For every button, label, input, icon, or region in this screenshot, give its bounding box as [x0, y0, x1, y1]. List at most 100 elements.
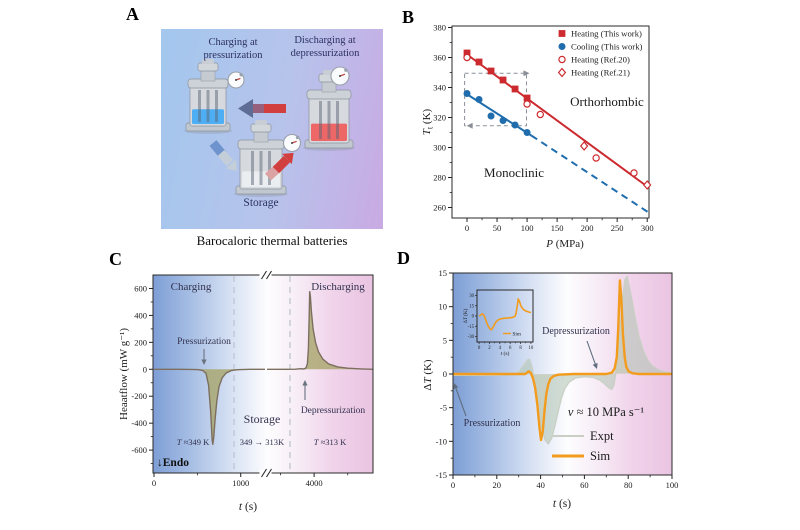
d-inset-ytick-label: 15 [469, 304, 474, 309]
c-axis-break-gap [259, 470, 272, 476]
d-annotation: Pressurization [464, 418, 521, 429]
chart-text-part: Heating (Ref.20) [571, 55, 630, 65]
cylinder-cap [197, 62, 219, 72]
c-annotation: T ≈313 K [314, 437, 347, 447]
chart-text-part: Pressurization [464, 418, 521, 429]
b-xtick-label: 300 [641, 223, 654, 233]
chart-text-part: (K) [421, 108, 433, 126]
chart-text-part: Depressurization [542, 326, 610, 337]
b-xtick-label: 250 [611, 223, 624, 233]
c-ytick-label: -200 [131, 391, 147, 401]
b-ytick-label: 360 [433, 53, 446, 63]
chart-text-part: t [553, 498, 557, 510]
chart-text-part: Sim [590, 449, 610, 463]
c-annotation: Discharging [311, 281, 365, 293]
chart-text-part: 150 [551, 223, 564, 233]
arrow-shaft [217, 149, 234, 167]
chart-text-part: 200 [581, 223, 594, 233]
chart-text-part: 20 [493, 480, 502, 490]
b-legend-marker [558, 55, 566, 64]
chart-text-part: 380 [433, 23, 446, 33]
chart-text-part: (K) [422, 359, 434, 377]
charging-label-line1: Charging at [208, 37, 258, 48]
chart-text-part: 10 [529, 346, 534, 351]
chart-text-part: v [568, 405, 574, 419]
b-legend-label: Heating (This work) [571, 29, 642, 39]
chart-text-part: 349 → 313K [240, 437, 285, 447]
b-data-point [487, 67, 495, 75]
discharging-gauge [330, 66, 350, 86]
chart-text-part: T [421, 128, 433, 135]
b-data-point [630, 169, 638, 177]
chart-text-part: 0 [472, 315, 475, 320]
c-x-axis-label: t (s) [239, 501, 257, 513]
c-xtick-label: 1000 [232, 478, 249, 488]
c-heatflow-curve [154, 291, 374, 445]
c-ytick-label: 400 [134, 310, 147, 320]
chart-text-part: -30 [468, 335, 475, 340]
chart-text-part: 100 [666, 480, 679, 490]
d-xtick-label: 100 [666, 480, 679, 490]
b-data-point [536, 110, 544, 119]
d-inset: 0 2 4 6 8 10 -30 -15 0 15 30 t (s) ΔT (K) Sim [462, 289, 534, 357]
c-y-axis-label: Heaatflow (mW g⁻¹) [118, 328, 130, 420]
chart-text-part: ≈349 K [181, 437, 210, 447]
d-xtick-label: 0 [451, 480, 455, 490]
b-cycle-arrow-left [466, 122, 473, 129]
chart-text-part: -600 [131, 445, 147, 455]
b-ytick-label: 260 [433, 203, 446, 213]
panel-c-chart: 0 1000 4000 -600 -400 -200 0 200 400 600 t (s) Heaa… [118, 270, 374, 513]
c-axes: 0 1000 4000 -600 -400 -200 0 200 400 600 t (s) Heaa… [118, 270, 374, 513]
chart-text-part: -10 [436, 436, 447, 446]
chart-text-part: 300 [433, 143, 446, 153]
chart-text-part: 0 [478, 346, 481, 351]
d-xtick-label: 20 [493, 480, 502, 490]
chart-text-part: 260 [433, 203, 446, 213]
cylinder-slot [259, 151, 263, 185]
b-data-point [643, 180, 652, 190]
chart-text-part: 10 [439, 302, 448, 312]
b-data-point [523, 94, 531, 102]
b-x-axis-label: P (MPa) [545, 238, 584, 250]
b-ytick-label: 340 [433, 83, 446, 93]
chart-text-part: 4 [499, 346, 502, 351]
chart-text-part: 0 [152, 478, 156, 488]
b-axes: 0 50 100 150 200 250 300 260 280 300 320 340 360 380 P… [421, 23, 654, 251]
chart-text-part: 280 [433, 173, 446, 183]
storage-gauge [282, 133, 302, 153]
b-data-point [579, 141, 589, 151]
annotation-arrow-line [586, 340, 597, 366]
c-annotation: Depressurization [301, 406, 366, 416]
b-data-point [523, 128, 531, 136]
b-series-0 [463, 49, 531, 102]
panel-c-gradient-bg [153, 275, 373, 473]
gauge-stem [295, 135, 300, 140]
cylinder-slot [206, 90, 210, 122]
chart-text-part: -15 [468, 325, 475, 330]
annotation-arrow-head [302, 380, 308, 386]
chart-text-part: ≈ 10 MPa s⁻¹ [573, 405, 644, 419]
b-data-point [592, 154, 600, 162]
gauge-pivot [291, 142, 293, 144]
d-legend-label: Expt [590, 429, 614, 443]
d-inset-ytick-label: 0 [472, 315, 475, 320]
d-inset-ytick-label: -15 [468, 325, 475, 330]
b-xtick-label: 50 [493, 223, 502, 233]
b-data-point [511, 121, 519, 129]
cylinder-slot [268, 151, 271, 185]
panel-label-d: D [397, 248, 410, 268]
b-data-point [475, 96, 483, 104]
b-data-point [463, 53, 471, 62]
d-ytick-label: -5 [440, 403, 447, 413]
b-xtick-label: 0 [465, 223, 469, 233]
arrow-shaft [253, 104, 264, 113]
storage-cylinder [234, 120, 288, 197]
b-legend-label: Heating (Ref.20) [571, 55, 630, 65]
panel-label-b: B [402, 7, 415, 27]
chart-text-part: t [425, 126, 434, 129]
chart-text-part: 0 [443, 369, 447, 379]
d-xtick-label: 60 [580, 480, 589, 490]
chart-text-part: Depressurization [301, 406, 366, 416]
cylinder-slot [215, 90, 218, 122]
